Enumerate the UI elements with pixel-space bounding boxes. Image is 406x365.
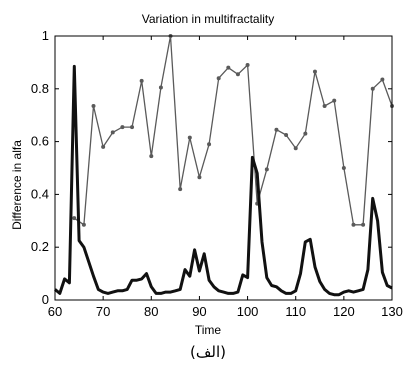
series-thin-point (303, 131, 308, 136)
series-thin-point (312, 69, 317, 74)
y-tick-label: 0.4 (31, 186, 49, 201)
y-tick-label: 0 (42, 292, 49, 307)
x-tick-label: 130 (381, 304, 403, 319)
x-tick-label: 70 (96, 304, 110, 319)
series-thin-point (245, 63, 250, 68)
x-tick-label: 110 (285, 304, 306, 319)
series-thin-point (139, 78, 144, 83)
y-axis-label: Difference in alfa (10, 140, 24, 230)
series-thin-point (274, 127, 279, 132)
series-thin-point (351, 222, 356, 227)
series-thin-point (91, 103, 96, 108)
x-tick-label: 120 (333, 304, 355, 319)
series-thin-point (207, 142, 212, 147)
y-tick-label: 0.6 (31, 134, 49, 149)
series-thin-point (380, 77, 385, 82)
y-tick-label: 0.2 (31, 239, 49, 254)
series-thin-point (158, 85, 163, 90)
series-thin-point (120, 125, 125, 130)
chart-title: Variation in multifractality (142, 12, 275, 26)
x-tick-label: 80 (144, 304, 158, 319)
x-tick-label: 100 (237, 304, 259, 319)
y-tick-label: 1 (42, 28, 49, 43)
x-axis-label: Time (195, 323, 222, 337)
plot-area (54, 34, 394, 297)
x-axis: 60 70 80 90 100 110 120 130 (48, 36, 403, 319)
series-thin-point (361, 222, 366, 227)
series-thin-point (332, 98, 337, 103)
series-thin-point (322, 103, 327, 108)
series-thin-point (178, 187, 183, 192)
series-thin-point (149, 154, 154, 159)
series-thin-point (197, 175, 202, 180)
y-axis: 0 0.2 0.4 0.6 0.8 1 (31, 28, 392, 307)
series-thin-point (226, 65, 231, 70)
series-thin-point (284, 133, 289, 137)
series-thin-point (293, 146, 298, 151)
x-tick-label: 60 (48, 304, 62, 319)
figure-caption: (الف) (190, 343, 226, 361)
y-tick-label: 0.8 (31, 81, 49, 96)
series-thin-point (264, 167, 269, 172)
series-thin-point (370, 86, 375, 91)
x-tick-label: 90 (192, 304, 206, 319)
series-thin-point (235, 72, 240, 77)
series-thin-point (187, 135, 192, 140)
series-thin-point (110, 130, 115, 135)
series-thick-line (54, 64, 393, 297)
axes-frame (54, 35, 393, 301)
series-thin-point (81, 222, 86, 227)
series-thin-point (72, 216, 77, 221)
series-thin-point (341, 166, 346, 170)
series-thin-point (216, 76, 221, 81)
series-thin-line (73, 35, 393, 226)
series-thin-point (101, 144, 106, 149)
series-thin-point (130, 125, 135, 130)
